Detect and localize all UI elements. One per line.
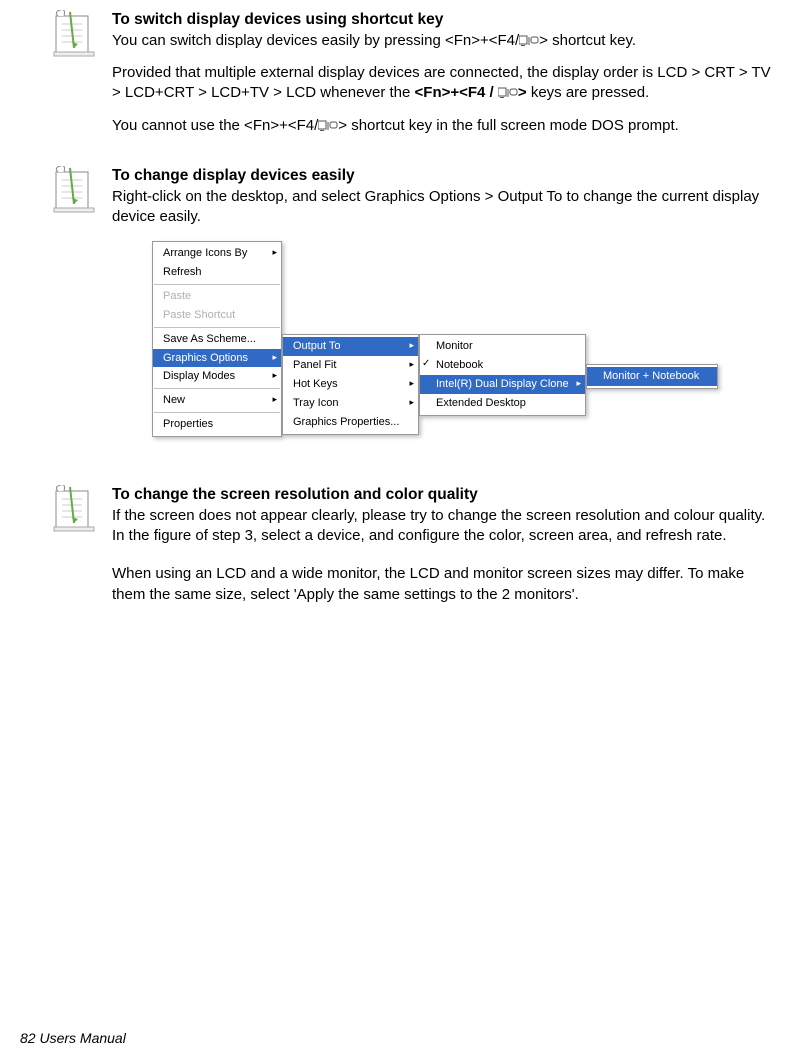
section-shortcut-key: To switch display devices using shortcut… <box>32 10 774 138</box>
menu-separator <box>154 388 280 389</box>
section1-p2d: keys are pressed. <box>527 84 650 101</box>
menu-item[interactable]: Save As Scheme... <box>153 330 281 349</box>
menu-item[interactable]: Output To <box>283 337 418 356</box>
display-switch-icon <box>318 118 338 138</box>
menu-item[interactable]: Tray Icon <box>283 394 418 413</box>
section1-p3a: You cannot use the <Fn>+<F4/ <box>112 117 318 134</box>
menu-item[interactable]: Graphics Options <box>153 349 281 368</box>
section1-p2c: > <box>518 84 527 101</box>
menu-separator <box>154 412 280 413</box>
menu-item[interactable]: Properties <box>153 415 281 434</box>
menu-item[interactable]: Refresh <box>153 263 281 282</box>
section1-heading: To switch display devices using shortcut… <box>112 11 443 28</box>
section1-p3b: > shortcut key in the full screen mode D… <box>338 117 679 134</box>
display-switch-icon <box>519 33 539 53</box>
menu-item[interactable]: Monitor + Notebook <box>587 367 717 386</box>
menu-item[interactable]: Monitor <box>420 337 585 356</box>
note-icon <box>52 10 96 54</box>
menu-item[interactable]: Arrange Icons By <box>153 244 281 263</box>
context-menu-2: Output ToPanel FitHot KeysTray IconGraph… <box>282 334 419 434</box>
menu-item: Paste Shortcut <box>153 306 281 325</box>
section3-body: To change the screen resolution and colo… <box>112 485 774 605</box>
section2-body: To change display devices easily Right-c… <box>112 166 774 437</box>
section3-p2: When using an LCD and a wide monitor, th… <box>112 565 744 602</box>
menu-item[interactable]: Intel(R) Dual Display Clone <box>420 375 585 394</box>
section3-heading: To change the screen resolution and colo… <box>112 486 478 503</box>
menu-item[interactable]: Panel Fit <box>283 356 418 375</box>
note-icon-col <box>32 166 112 437</box>
section-change-easily: To change display devices easily Right-c… <box>32 166 774 437</box>
menu-item[interactable]: Display Modes <box>153 367 281 386</box>
menu-item[interactable]: Hot Keys <box>283 375 418 394</box>
menu-item[interactable]: Notebook <box>420 356 585 375</box>
context-menu-1: Arrange Icons ByRefresh PastePaste Shortc… <box>152 241 282 437</box>
menu-item[interactable]: Extended Desktop <box>420 394 585 413</box>
page-footer: 82 Users Manual <box>20 1030 126 1046</box>
display-switch-icon <box>498 85 518 105</box>
menu-item[interactable]: New <box>153 391 281 410</box>
section3-p1: If the screen does not appear clearly, p… <box>112 507 765 544</box>
note-icon <box>52 166 96 210</box>
section1-body: To switch display devices using shortcut… <box>112 10 774 138</box>
context-menu-4: Monitor + Notebook <box>586 364 718 389</box>
menu-item[interactable]: Graphics Properties... <box>283 413 418 432</box>
menu-item: Paste <box>153 287 281 306</box>
note-icon-col <box>32 10 112 138</box>
section1-p1b: > shortcut key. <box>539 32 636 49</box>
section-resolution: To change the screen resolution and colo… <box>32 485 774 605</box>
context-menu-3: MonitorNotebookIntel(R) Dual Display Clo… <box>419 334 586 415</box>
section2-heading: To change display devices easily <box>112 167 355 184</box>
note-icon-col <box>32 485 112 605</box>
menu-separator <box>154 284 280 285</box>
section1-p2b: <Fn>+<F4 / <box>415 84 498 101</box>
section2-p1: Right-click on the desktop, and select G… <box>112 188 759 225</box>
note-icon <box>52 485 96 529</box>
context-menu-screenshot: Arrange Icons ByRefresh PastePaste Shortc… <box>152 241 774 437</box>
section1-p1a: You can switch display devices easily by… <box>112 32 519 49</box>
menu-separator <box>154 327 280 328</box>
